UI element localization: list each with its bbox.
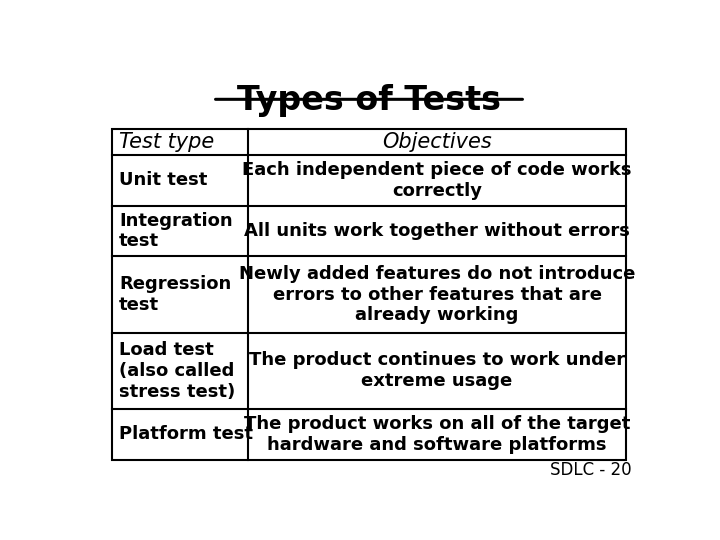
Text: Objectives: Objectives xyxy=(382,132,492,152)
Text: Test type: Test type xyxy=(119,132,215,152)
Text: Regression
test: Regression test xyxy=(119,275,231,314)
Text: The product works on all of the target
hardware and software platforms: The product works on all of the target h… xyxy=(244,415,630,454)
Text: SDLC - 20: SDLC - 20 xyxy=(549,461,631,478)
Text: Platform test: Platform test xyxy=(119,426,253,443)
Text: Types of Tests: Types of Tests xyxy=(237,84,501,117)
Text: Each independent piece of code works
correctly: Each independent piece of code works cor… xyxy=(242,161,631,199)
Text: The product continues to work under
extreme usage: The product continues to work under extr… xyxy=(249,352,625,390)
Text: All units work together without errors: All units work together without errors xyxy=(244,222,630,240)
Text: Load test
(also called
stress test): Load test (also called stress test) xyxy=(119,341,235,401)
Text: Newly added features do not introduce
errors to other features that are
already : Newly added features do not introduce er… xyxy=(239,265,635,325)
Text: Unit test: Unit test xyxy=(119,171,207,189)
Bar xyxy=(112,129,626,460)
Text: Integration
test: Integration test xyxy=(119,212,233,251)
